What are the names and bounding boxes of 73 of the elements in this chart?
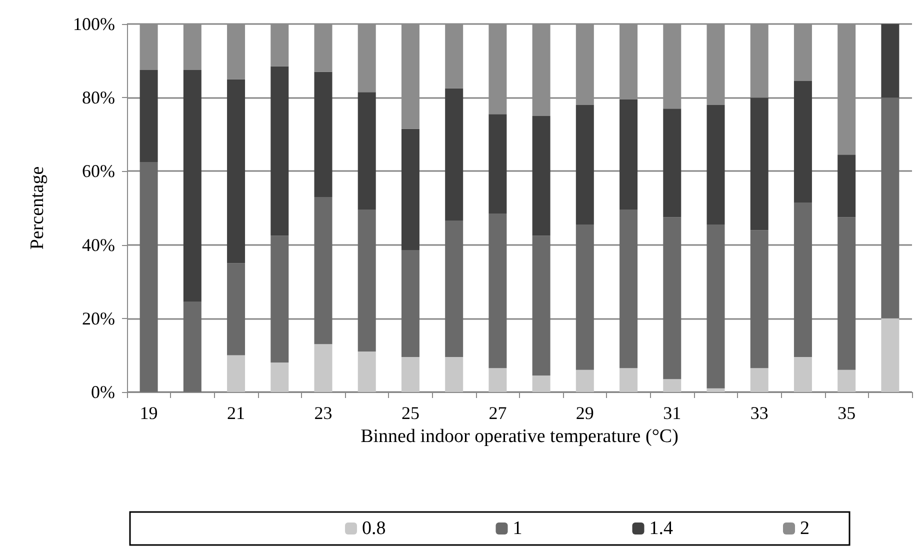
y-tick-label: 40% — [82, 234, 115, 255]
x-tick-label: 27 — [488, 403, 507, 423]
bar — [881, 318, 900, 392]
bar — [488, 114, 507, 214]
bar — [314, 344, 332, 392]
x-tick-label: 33 — [750, 403, 768, 423]
bar — [140, 162, 158, 392]
x-tick-label: 25 — [401, 403, 420, 423]
bar — [881, 98, 900, 318]
bar — [227, 355, 246, 392]
x-tick-label: 29 — [576, 403, 594, 423]
bar — [532, 236, 550, 376]
bar — [270, 236, 289, 363]
bar — [488, 214, 507, 368]
bar — [358, 352, 376, 392]
bar — [706, 104, 725, 225]
y-tick-label: 0% — [91, 382, 115, 402]
bar — [183, 70, 202, 302]
x-tick-label: 19 — [140, 403, 158, 423]
x-tick-label: 35 — [838, 403, 856, 423]
bar — [750, 230, 768, 368]
y-tick-label: 100% — [73, 14, 115, 34]
bar — [794, 202, 812, 358]
bar — [140, 70, 158, 162]
bar — [445, 88, 464, 221]
bar — [488, 368, 507, 392]
bar — [750, 98, 768, 230]
bar — [445, 220, 464, 358]
bar — [270, 66, 289, 236]
y-tick-label: 60% — [82, 161, 115, 182]
legend-label: 2 — [800, 518, 810, 539]
bar — [838, 217, 856, 370]
bar — [706, 388, 725, 392]
bar — [881, 24, 900, 98]
bar — [401, 128, 420, 250]
bar — [401, 357, 420, 392]
x-tick-label: 31 — [663, 403, 682, 423]
bar — [227, 263, 246, 356]
bar — [358, 210, 376, 352]
bar — [183, 302, 202, 392]
bar — [576, 224, 594, 370]
bar — [227, 79, 246, 264]
bar — [838, 370, 856, 392]
legend-label: 1 — [512, 518, 522, 539]
y-axis-title: Percentage — [27, 166, 48, 250]
bar — [358, 92, 376, 210]
bar — [314, 72, 332, 197]
bar — [706, 224, 725, 388]
bar — [270, 362, 289, 392]
y-tick-label: 80% — [82, 88, 115, 108]
bar — [620, 210, 638, 368]
bar — [401, 250, 420, 358]
bar — [794, 81, 812, 202]
bar — [794, 357, 812, 392]
bar — [663, 379, 682, 392]
x-tick-label: 21 — [227, 403, 246, 423]
bar — [445, 357, 464, 392]
legend-label: 0.8 — [362, 518, 386, 539]
x-tick-label: 23 — [314, 403, 332, 423]
bar — [663, 217, 682, 380]
bar — [750, 368, 768, 392]
bar — [576, 104, 594, 225]
bar — [663, 108, 682, 218]
bar — [532, 375, 550, 392]
bar — [620, 368, 638, 392]
bar — [838, 154, 856, 218]
bar — [620, 99, 638, 210]
bar — [576, 370, 594, 392]
legend-label: 1.4 — [649, 518, 674, 539]
y-tick-label: 20% — [82, 308, 115, 328]
bar — [532, 116, 550, 236]
bar — [314, 196, 332, 344]
x-axis-title: Binned indoor operative temperature (°C) — [360, 426, 678, 447]
